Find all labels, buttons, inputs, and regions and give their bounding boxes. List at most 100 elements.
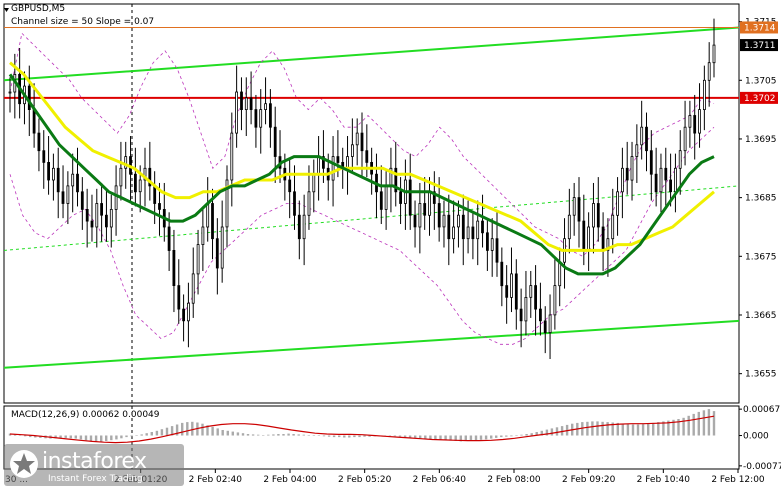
candle-body	[428, 191, 431, 216]
macd-histogram-bar	[170, 426, 174, 436]
candle-body	[235, 91, 239, 134]
macd-histogram-bar	[601, 421, 604, 436]
x-tick-label: 2 Feb 02:40	[189, 475, 243, 485]
ma-slow-line	[9, 61, 715, 252]
macd-histogram-bar	[307, 435, 310, 436]
macd-histogram-bar	[221, 430, 224, 436]
candle-body	[350, 144, 354, 157]
macd-histogram-bar	[424, 435, 427, 439]
candle-body	[611, 214, 615, 240]
macd-histogram-bar	[500, 435, 503, 438]
candle-body	[394, 167, 398, 193]
candle-body	[114, 185, 118, 210]
candle-body	[596, 203, 600, 228]
candle-body	[133, 173, 137, 193]
candle-body	[649, 150, 653, 175]
candle-body	[519, 308, 523, 322]
candle-body	[635, 144, 639, 157]
logo-star-icon	[10, 450, 38, 478]
x-tick-label: 2 Feb 05:20	[338, 475, 392, 485]
macd-histogram-bar	[282, 434, 285, 436]
macd-histogram-bar	[241, 433, 245, 436]
candle-body	[321, 156, 325, 169]
instaforex-logo	[4, 444, 184, 486]
macd-histogram-bar	[272, 434, 275, 436]
candle-body	[27, 85, 31, 110]
candle-body	[707, 62, 711, 81]
candle-body	[288, 179, 292, 193]
candle-body	[693, 115, 697, 134]
candle-body	[495, 238, 499, 263]
y-tick-label: 1.3695	[745, 135, 777, 145]
macd-histogram-bar	[490, 435, 493, 439]
candle-body	[529, 285, 533, 298]
candle-body	[442, 214, 446, 228]
macd-histogram-bar	[302, 434, 305, 436]
macd-histogram-bar	[535, 432, 538, 436]
macd-histogram-bar	[707, 409, 711, 436]
channel-lower-line	[3, 319, 740, 369]
candle-body	[645, 126, 648, 152]
price-tag-label: 1.3714	[744, 23, 776, 33]
candle-body	[505, 285, 509, 298]
macd-histogram-bar	[414, 435, 417, 438]
candle-body	[95, 203, 99, 228]
collapse-triangle-icon[interactable]	[4, 8, 9, 12]
x-tick-label: 2 Feb 06:40	[413, 475, 467, 485]
candle-body	[456, 214, 460, 228]
macd-histogram-bar	[262, 435, 265, 436]
candle-body	[336, 156, 340, 163]
candle-body	[437, 203, 441, 228]
y-tick-label: 1.3705	[745, 76, 777, 86]
macd-histogram-bar	[545, 429, 549, 436]
candle-body	[514, 273, 518, 310]
candle-body	[659, 167, 663, 193]
candle-body	[259, 109, 263, 128]
candle-body	[471, 226, 475, 240]
macd-histogram-bar	[621, 423, 624, 436]
candle-body	[485, 232, 489, 251]
macd-histogram-bar	[510, 435, 513, 437]
macd-histogram-bar	[682, 417, 685, 436]
candle-body	[577, 197, 581, 222]
candle-body	[669, 179, 672, 193]
candle-body	[8, 91, 12, 94]
candle-body	[90, 220, 94, 228]
candle-body	[587, 226, 590, 251]
ma-fast-line	[8, 73, 715, 276]
y-tick-label: 1.3675	[745, 252, 777, 262]
candle-body	[408, 179, 412, 216]
candle-body	[76, 173, 79, 193]
candle-body	[447, 214, 451, 240]
macd-histogram-bar	[155, 430, 159, 436]
price-tag-label: 1.3702	[744, 94, 776, 104]
macd-histogram-bar	[89, 435, 93, 441]
macd-y-tick-label: 0.00067	[743, 405, 780, 415]
candle-body	[206, 203, 210, 228]
macd-histogram-bar	[697, 411, 700, 436]
candle-body	[558, 261, 562, 287]
macd-histogram-bar	[444, 435, 447, 441]
macd-histogram-bar	[636, 424, 640, 436]
macd-histogram-bar	[236, 432, 240, 436]
candle-body	[109, 208, 113, 228]
candle-body	[654, 173, 658, 193]
candle-body	[230, 132, 234, 181]
macd-histogram-bar	[353, 435, 356, 438]
candle-body	[312, 173, 316, 193]
macd-histogram-bar	[257, 434, 260, 436]
macd-histogram-bar	[110, 435, 113, 441]
candle-body	[317, 156, 321, 175]
candle-body	[534, 285, 537, 310]
candle-body	[167, 226, 171, 251]
candle-body	[490, 238, 494, 251]
macd-histogram-bar	[525, 434, 528, 436]
macd-histogram-bar	[29, 435, 32, 438]
macd-histogram-bar	[591, 421, 594, 436]
macd-histogram-bar	[712, 411, 716, 436]
macd-histogram-bar	[439, 435, 442, 440]
macd-histogram-bar	[560, 426, 564, 436]
macd-histogram-bar	[348, 435, 351, 438]
macd-histogram-bar	[419, 435, 422, 439]
macd-histogram-bar	[677, 419, 680, 436]
